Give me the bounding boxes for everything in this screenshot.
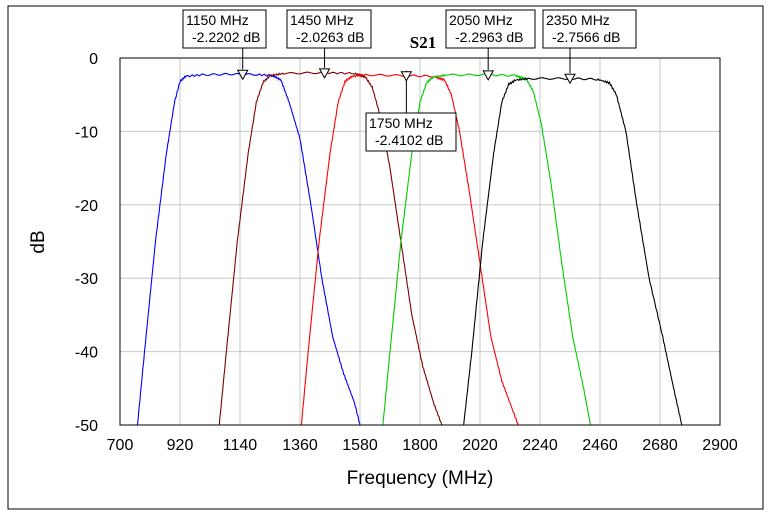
marker-callout-box xyxy=(542,9,637,49)
marker-triangle xyxy=(236,69,249,81)
marker-value-label: -2.2963 dB xyxy=(455,29,524,45)
y-tick-label: -10 xyxy=(75,124,98,141)
y-tick-label: -30 xyxy=(75,271,98,288)
marker-callout-box xyxy=(182,9,267,49)
marker-value-label: -2.2202 dB xyxy=(192,29,261,45)
marker-triangle xyxy=(400,71,413,82)
x-tick-label: 1140 xyxy=(223,437,258,454)
marker-triangle xyxy=(482,70,495,81)
x-tick-label: 2240 xyxy=(522,437,558,454)
marker-frequency-label: 1750 MHz xyxy=(369,115,433,131)
marker-frequency-label: 1150 MHz xyxy=(186,12,249,28)
marker-value-label: -2.7566 dB xyxy=(552,29,621,45)
marker-callout-box xyxy=(445,9,536,49)
marker-callout-box xyxy=(365,112,457,152)
x-axis-label: Frequency (MHz) xyxy=(347,468,494,489)
y-axis-label: dB xyxy=(28,230,49,253)
x-tick-label: 2020 xyxy=(462,437,498,454)
y-tick-label: -40 xyxy=(75,345,98,362)
marker-frequency-label: 2350 MHz xyxy=(546,12,610,28)
marker-callout-box xyxy=(286,9,372,49)
markers: 1150 MHz-2.2202 dB 1450 MHz-2.0263 dB 1750… xyxy=(182,9,637,152)
series-layer xyxy=(136,71,683,426)
series-line xyxy=(463,77,683,426)
marker-value-label: -2.0263 dB xyxy=(296,29,365,45)
y-tick-label: 0 xyxy=(89,51,98,68)
y-tick-label: -20 xyxy=(75,198,98,215)
plot-area xyxy=(119,57,721,426)
marker-frequency-label: 1450 MHz xyxy=(290,12,354,28)
x-tick-label: 2680 xyxy=(642,437,678,454)
x-tick-label: 920 xyxy=(167,437,194,454)
x-tick-label: 1800 xyxy=(402,437,438,454)
marker-triangle xyxy=(564,73,576,85)
marker-triangle xyxy=(318,68,331,79)
chart-title: S21 xyxy=(410,33,436,52)
y-tick-labels: 0 -10 -20 -30 -40 -50 xyxy=(75,51,98,435)
outer-border xyxy=(7,5,764,510)
x-tick-label: 1580 xyxy=(342,437,378,454)
series-line xyxy=(218,71,443,426)
x-tick-label: 2460 xyxy=(582,437,618,454)
x-tick-labels: 700 920 1140 1360 1580 1800 2020 2240 2460 2680 29… xyxy=(107,437,738,454)
x-tick-label: 2900 xyxy=(702,437,738,454)
marker-value-label: -2.4102 dB xyxy=(375,132,444,148)
x-tick-label: 1360 xyxy=(282,437,318,454)
series-line xyxy=(136,72,361,426)
y-tick-label: -50 xyxy=(75,418,98,435)
marker-frequency-label: 2050 MHz xyxy=(449,12,513,28)
series-line xyxy=(382,73,591,426)
x-tick-label: 700 xyxy=(107,437,134,454)
